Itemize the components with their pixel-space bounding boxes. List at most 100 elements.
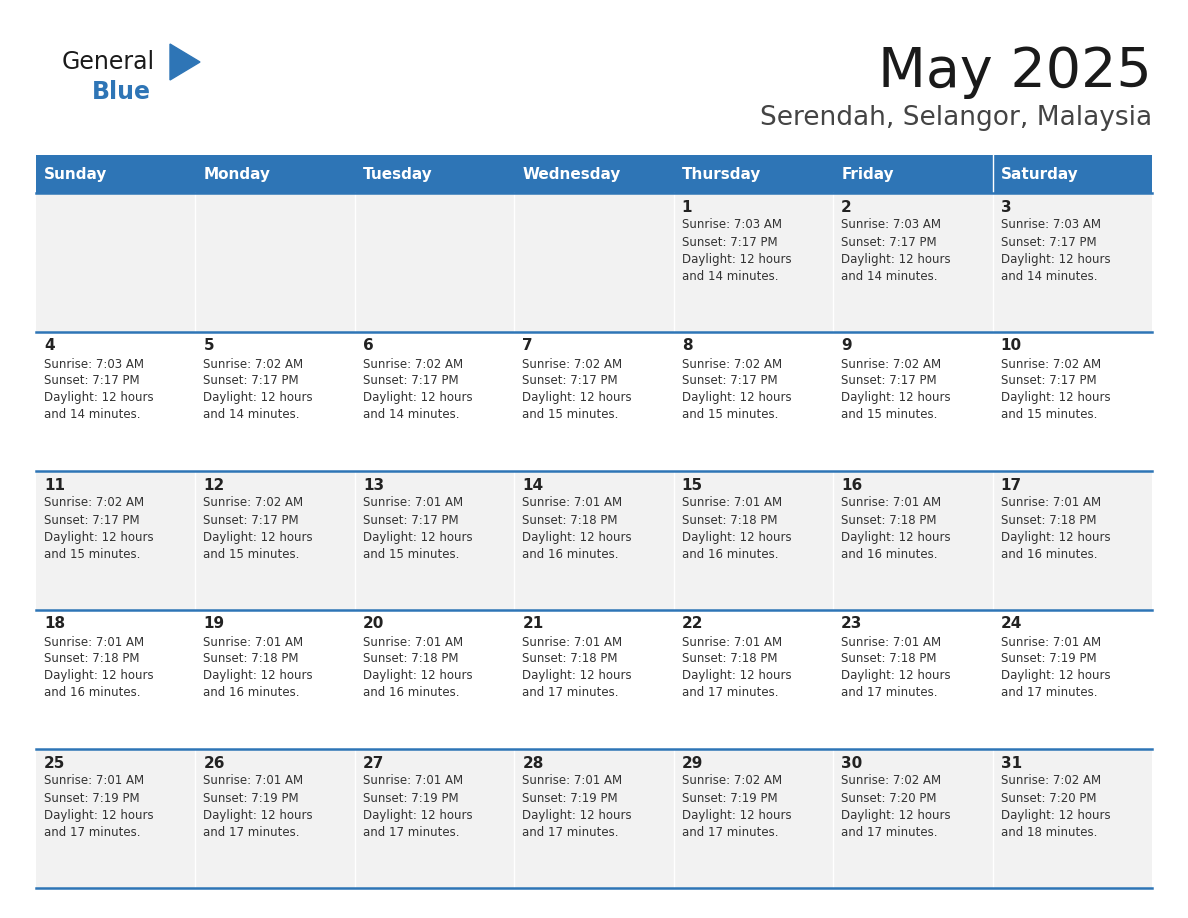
Text: Sunrise: 7:01 AM: Sunrise: 7:01 AM [523, 497, 623, 509]
Text: Daylight: 12 hours: Daylight: 12 hours [203, 669, 314, 682]
Text: Thursday: Thursday [682, 166, 762, 182]
Text: and 17 minutes.: and 17 minutes. [682, 825, 778, 838]
Text: 29: 29 [682, 756, 703, 770]
Text: Daylight: 12 hours: Daylight: 12 hours [841, 252, 950, 265]
Text: Sunrise: 7:03 AM: Sunrise: 7:03 AM [1000, 218, 1100, 231]
Text: Daylight: 12 hours: Daylight: 12 hours [523, 391, 632, 405]
Text: Sunrise: 7:02 AM: Sunrise: 7:02 AM [362, 357, 463, 371]
Text: and 15 minutes.: and 15 minutes. [841, 409, 937, 421]
Text: and 17 minutes.: and 17 minutes. [44, 825, 140, 838]
Text: 3: 3 [1000, 199, 1011, 215]
Text: 12: 12 [203, 477, 225, 492]
Text: Daylight: 12 hours: Daylight: 12 hours [841, 531, 950, 543]
Text: Sunrise: 7:01 AM: Sunrise: 7:01 AM [682, 635, 782, 648]
Bar [355, 155, 514, 193]
Text: 11: 11 [44, 477, 65, 492]
Bar [36, 471, 1152, 610]
Text: 19: 19 [203, 617, 225, 632]
Text: Sunrise: 7:03 AM: Sunrise: 7:03 AM [841, 218, 941, 231]
Text: Saturday: Saturday [1000, 166, 1079, 182]
Text: Sunset: 7:18 PM: Sunset: 7:18 PM [1000, 513, 1097, 527]
Polygon shape [170, 44, 200, 80]
Text: Daylight: 12 hours: Daylight: 12 hours [1000, 391, 1111, 405]
Text: Daylight: 12 hours: Daylight: 12 hours [682, 391, 791, 405]
Bar [36, 749, 1152, 888]
Text: Daylight: 12 hours: Daylight: 12 hours [1000, 809, 1111, 822]
Text: 18: 18 [44, 617, 65, 632]
Text: Daylight: 12 hours: Daylight: 12 hours [682, 669, 791, 682]
Text: and 16 minutes.: and 16 minutes. [203, 687, 299, 700]
Text: Sunrise: 7:01 AM: Sunrise: 7:01 AM [682, 497, 782, 509]
Bar [196, 155, 355, 193]
Text: Sunrise: 7:02 AM: Sunrise: 7:02 AM [1000, 775, 1101, 788]
Text: Sunset: 7:17 PM: Sunset: 7:17 PM [44, 513, 140, 527]
Text: 24: 24 [1000, 617, 1022, 632]
Text: Sunrise: 7:01 AM: Sunrise: 7:01 AM [523, 635, 623, 648]
Text: and 17 minutes.: and 17 minutes. [1000, 687, 1097, 700]
Text: Daylight: 12 hours: Daylight: 12 hours [682, 809, 791, 822]
Text: Sunset: 7:19 PM: Sunset: 7:19 PM [362, 791, 459, 804]
Text: and 14 minutes.: and 14 minutes. [682, 270, 778, 283]
Text: Daylight: 12 hours: Daylight: 12 hours [841, 669, 950, 682]
Text: Sunrise: 7:01 AM: Sunrise: 7:01 AM [1000, 635, 1101, 648]
Text: Sunrise: 7:01 AM: Sunrise: 7:01 AM [203, 775, 304, 788]
Text: Sunrise: 7:02 AM: Sunrise: 7:02 AM [1000, 357, 1101, 371]
Text: Daylight: 12 hours: Daylight: 12 hours [44, 391, 153, 405]
Text: 2: 2 [841, 199, 852, 215]
Text: Sunrise: 7:02 AM: Sunrise: 7:02 AM [523, 357, 623, 371]
Text: Sunset: 7:17 PM: Sunset: 7:17 PM [362, 513, 459, 527]
Text: and 15 minutes.: and 15 minutes. [523, 409, 619, 421]
Text: and 14 minutes.: and 14 minutes. [362, 409, 460, 421]
Text: Sunrise: 7:03 AM: Sunrise: 7:03 AM [44, 357, 144, 371]
Text: 16: 16 [841, 477, 862, 492]
Text: and 17 minutes.: and 17 minutes. [523, 687, 619, 700]
Text: Sunset: 7:17 PM: Sunset: 7:17 PM [1000, 236, 1097, 249]
Text: Sunrise: 7:03 AM: Sunrise: 7:03 AM [682, 218, 782, 231]
Text: 8: 8 [682, 339, 693, 353]
Text: Daylight: 12 hours: Daylight: 12 hours [1000, 669, 1111, 682]
Text: Sunrise: 7:01 AM: Sunrise: 7:01 AM [362, 635, 463, 648]
Text: Sunrise: 7:01 AM: Sunrise: 7:01 AM [1000, 497, 1101, 509]
Text: Friday: Friday [841, 166, 893, 182]
Text: and 17 minutes.: and 17 minutes. [362, 825, 460, 838]
Text: 28: 28 [523, 756, 544, 770]
Text: Sunrise: 7:01 AM: Sunrise: 7:01 AM [841, 497, 941, 509]
Text: Daylight: 12 hours: Daylight: 12 hours [203, 391, 314, 405]
Text: 25: 25 [44, 756, 65, 770]
Text: 31: 31 [1000, 756, 1022, 770]
Text: 9: 9 [841, 339, 852, 353]
Text: Sunset: 7:17 PM: Sunset: 7:17 PM [44, 375, 140, 387]
Text: 6: 6 [362, 339, 373, 353]
Text: Daylight: 12 hours: Daylight: 12 hours [523, 809, 632, 822]
Bar [833, 155, 992, 193]
Text: Sunset: 7:17 PM: Sunset: 7:17 PM [362, 375, 459, 387]
Text: Sunrise: 7:02 AM: Sunrise: 7:02 AM [44, 497, 144, 509]
Text: 26: 26 [203, 756, 225, 770]
Text: Sunrise: 7:02 AM: Sunrise: 7:02 AM [203, 497, 304, 509]
Text: Sunset: 7:20 PM: Sunset: 7:20 PM [1000, 791, 1097, 804]
Text: Sunset: 7:18 PM: Sunset: 7:18 PM [203, 653, 299, 666]
Text: and 15 minutes.: and 15 minutes. [1000, 409, 1097, 421]
Text: Sunset: 7:17 PM: Sunset: 7:17 PM [841, 375, 937, 387]
Text: 5: 5 [203, 339, 214, 353]
Text: 22: 22 [682, 617, 703, 632]
Text: 15: 15 [682, 477, 703, 492]
Text: Daylight: 12 hours: Daylight: 12 hours [44, 531, 153, 543]
Text: Daylight: 12 hours: Daylight: 12 hours [682, 531, 791, 543]
Bar [36, 610, 1152, 749]
Text: Sunset: 7:18 PM: Sunset: 7:18 PM [523, 653, 618, 666]
Text: and 16 minutes.: and 16 minutes. [44, 687, 140, 700]
Text: Daylight: 12 hours: Daylight: 12 hours [203, 809, 314, 822]
Text: Daylight: 12 hours: Daylight: 12 hours [1000, 252, 1111, 265]
Text: and 15 minutes.: and 15 minutes. [203, 547, 299, 561]
Text: Sunrise: 7:01 AM: Sunrise: 7:01 AM [362, 497, 463, 509]
Text: Sunset: 7:19 PM: Sunset: 7:19 PM [44, 791, 140, 804]
Text: Daylight: 12 hours: Daylight: 12 hours [682, 252, 791, 265]
Text: Sunset: 7:19 PM: Sunset: 7:19 PM [682, 791, 777, 804]
Text: Daylight: 12 hours: Daylight: 12 hours [841, 391, 950, 405]
Text: 10: 10 [1000, 339, 1022, 353]
Text: Wednesday: Wednesday [523, 166, 620, 182]
Text: Daylight: 12 hours: Daylight: 12 hours [841, 809, 950, 822]
Text: and 14 minutes.: and 14 minutes. [1000, 270, 1097, 283]
Text: 23: 23 [841, 617, 862, 632]
